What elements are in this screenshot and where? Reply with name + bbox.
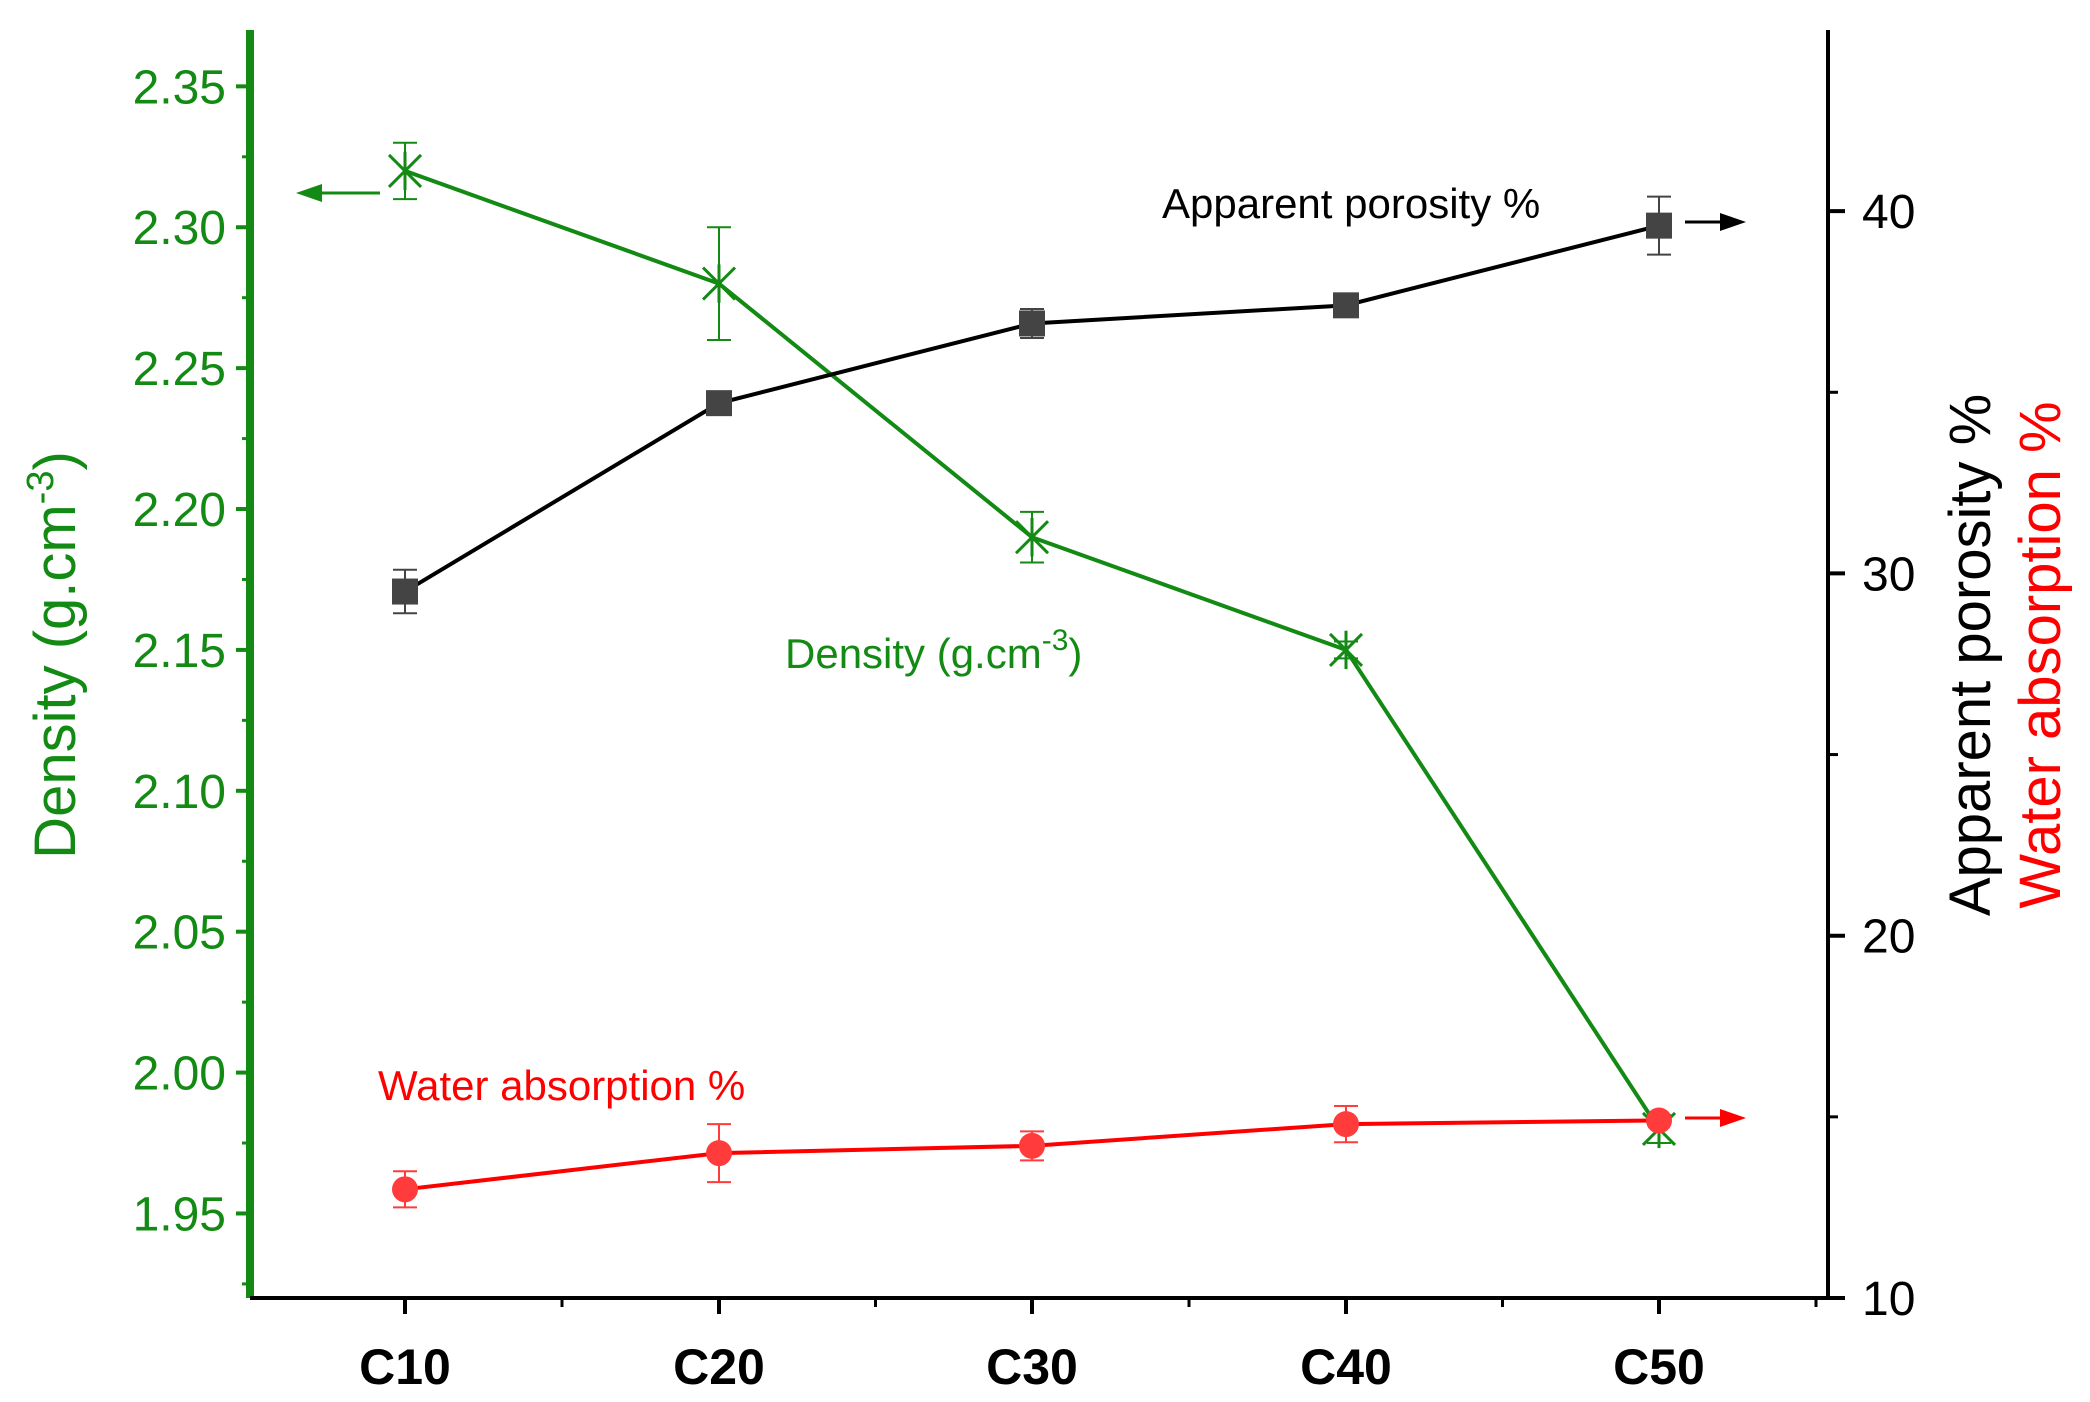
- water-axis-arrow: [1685, 1109, 1746, 1127]
- axes: [246, 30, 1830, 1300]
- left-tick-label: 2.30: [133, 202, 226, 255]
- left-axis-ticks: 1.95 2.00 2.05 2.10 2.15 2.20 2.25 2.30 2.35: [133, 61, 250, 1286]
- x-tick-label: C40: [1300, 1339, 1392, 1395]
- x-tick-label: C20: [673, 1339, 765, 1395]
- series-square: [392, 195, 1672, 615]
- data-point-circle: [392, 1176, 418, 1203]
- right-axis-title-water: Water absorption %: [2008, 401, 2073, 908]
- data-point-circle: [706, 1140, 732, 1167]
- left-tick-label: 2.05: [133, 907, 226, 960]
- data-point-circle: [1646, 1107, 1672, 1134]
- left-tick-label: 2.00: [133, 1048, 226, 1101]
- left-axis-title: Density (g.cm-3): [20, 451, 88, 859]
- data-point-square: [1646, 212, 1672, 239]
- porosity-axis-arrow: [1685, 213, 1746, 231]
- left-tick-label: 2.10: [133, 766, 226, 819]
- data-point-asterisk: [1328, 630, 1364, 670]
- x-axis-ticks: C10 C20 C30 C40 C50: [359, 1298, 1818, 1395]
- porosity-annotation: Apparent porosity %: [1162, 180, 1540, 227]
- right-tick-label: 40: [1862, 186, 1915, 239]
- series-circle: [392, 1104, 1672, 1209]
- left-tick-label: 2.15: [133, 625, 226, 678]
- left-tick-label: 2.25: [133, 343, 226, 396]
- data-point-asterisk: [1014, 518, 1050, 557]
- data-point-circle: [1019, 1132, 1045, 1159]
- data-point-square: [1019, 310, 1045, 337]
- right-tick-label: 30: [1862, 548, 1915, 601]
- left-tick-label: 2.35: [133, 61, 226, 114]
- data-point-square: [392, 578, 418, 605]
- data-point-square: [1333, 292, 1359, 319]
- left-tick-label: 1.95: [133, 1188, 226, 1241]
- x-tick-label: C50: [1613, 1339, 1705, 1395]
- x-tick-label: C10: [359, 1339, 451, 1395]
- water-annotation: Water absorption %: [378, 1062, 745, 1109]
- left-tick-label: 2.20: [133, 484, 226, 537]
- data-point-asterisk: [387, 151, 423, 191]
- right-tick-label: 20: [1862, 911, 1915, 964]
- data-point-square: [706, 390, 732, 417]
- density-annotation: Density (g.cm-3): [785, 624, 1082, 677]
- x-tick-label: C30: [986, 1339, 1078, 1395]
- data-point-asterisk: [701, 264, 737, 303]
- density-axis-arrow: [296, 184, 380, 202]
- data-point-circle: [1333, 1111, 1359, 1138]
- right-axis-ticks: 10 20 30 40: [1828, 186, 1915, 1326]
- right-axis-title-porosity: Apparent porosity %: [1938, 394, 2003, 916]
- right-tick-label: 10: [1862, 1273, 1915, 1326]
